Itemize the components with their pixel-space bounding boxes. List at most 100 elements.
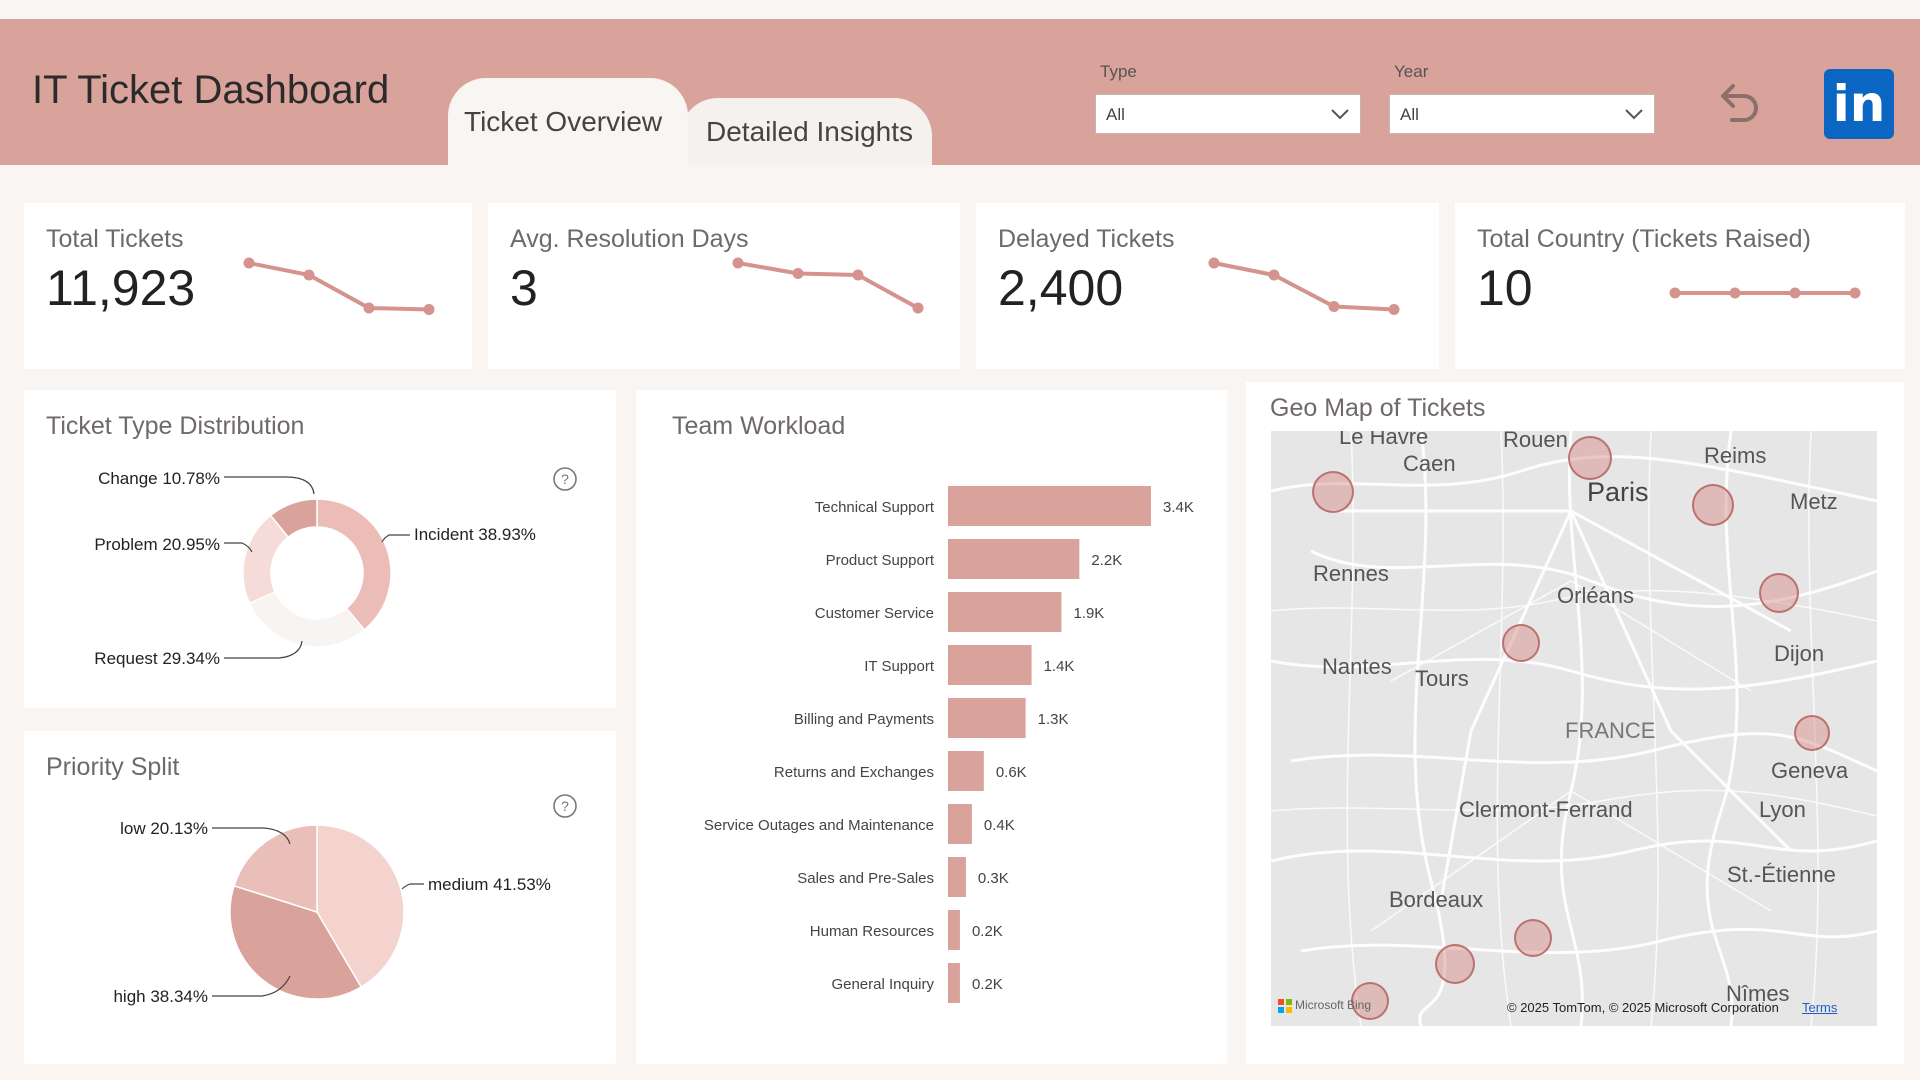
map-bubble[interactable] — [1502, 624, 1540, 662]
map-city-label: Caen — [1403, 451, 1456, 476]
map-terms-link[interactable]: Terms — [1802, 1000, 1838, 1015]
map-city-label: Reims — [1704, 443, 1767, 468]
map-city-label: Orléans — [1557, 583, 1635, 608]
tab-detailed-insights[interactable]: Detailed Insights — [680, 98, 932, 165]
sparkline-point — [423, 304, 435, 315]
map-bubble[interactable] — [1351, 982, 1389, 1020]
sparkline-point — [1328, 301, 1340, 312]
help-icon[interactable]: ? — [552, 466, 578, 492]
kpi-title: Total Country (Tickets Raised) — [1477, 225, 1811, 253]
svg-text:?: ? — [561, 471, 569, 487]
sparkline-point — [732, 257, 744, 269]
donut-label-change: Change 10.78% — [98, 469, 220, 488]
year-filter-value: All — [1400, 105, 1419, 124]
bar-category-label: Returns and Exchanges — [774, 764, 934, 781]
map-bubble[interactable] — [1794, 715, 1830, 751]
sparkline-point — [1849, 287, 1861, 299]
kpi-card-delayed-tickets: Delayed Tickets 2,400 — [976, 203, 1439, 369]
kpi-card-total-tickets: Total Tickets 11,923 — [24, 203, 472, 369]
map-city-label: Metz — [1790, 489, 1838, 514]
sparkline-point — [912, 302, 924, 314]
bar-value-label: 1.9K — [1073, 605, 1104, 622]
donut-slice[interactable] — [269, 498, 318, 539]
map-country-label: FRANCE — [1565, 718, 1656, 743]
geo-map[interactable]: Le Havre Rouen Caen Paris Reims Metz Ren… — [1271, 431, 1877, 1026]
map-city-label: Paris — [1587, 477, 1649, 507]
bar[interactable] — [948, 963, 960, 1003]
bar-category-label: Billing and Payments — [794, 711, 934, 728]
card-title: Geo Map of Tickets — [1270, 394, 1486, 422]
bar-value-label: 1.3K — [1038, 711, 1069, 728]
bar-value-label: 0.4K — [984, 817, 1015, 834]
undo-icon[interactable] — [1712, 78, 1764, 130]
sparkline-point — [1669, 287, 1681, 299]
map-city-label: Le Havre — [1339, 431, 1429, 449]
kpi-value: 11,923 — [46, 260, 196, 316]
pie-slice[interactable] — [229, 884, 363, 1000]
kpi-value: 3 — [510, 260, 538, 316]
donut-slice[interactable] — [316, 498, 392, 631]
card-title: Team Workload — [672, 412, 846, 440]
map-bubble[interactable] — [1692, 484, 1734, 526]
bar[interactable] — [948, 645, 1032, 685]
map-bubble[interactable] — [1514, 919, 1552, 957]
map-city-label: Geneva — [1771, 758, 1849, 783]
kpi-sparkline — [1208, 257, 1400, 315]
map-city-label: St.-Étienne — [1727, 862, 1836, 887]
bar[interactable] — [948, 804, 972, 844]
map-bubble[interactable] — [1435, 944, 1475, 984]
type-filter-select[interactable]: All — [1095, 94, 1361, 134]
map-bubble[interactable] — [1568, 436, 1612, 480]
help-icon[interactable]: ? — [552, 793, 578, 819]
ticket-type-card: Ticket Type Distribution Change 10.78% P… — [24, 390, 616, 708]
kpi-card-avg-resolution: Avg. Resolution Days 3 — [488, 203, 960, 369]
map-city-label: Nantes — [1322, 654, 1392, 679]
bar-value-label: 0.3K — [978, 870, 1009, 887]
kpi-sparkline — [732, 257, 924, 314]
tab-ticket-overview[interactable]: Ticket Overview — [448, 78, 688, 165]
sparkline-point — [363, 302, 375, 314]
sparkline-point — [243, 257, 255, 269]
map-city-label: Nîmes — [1726, 981, 1790, 1006]
pie-slice[interactable] — [316, 824, 405, 988]
chevron-down-icon — [1625, 109, 1643, 120]
bar[interactable] — [948, 539, 1080, 579]
bar[interactable] — [948, 910, 960, 950]
kpi-sparkline — [243, 257, 435, 315]
donut-slice[interactable] — [248, 590, 366, 648]
sparkline-point — [852, 269, 864, 281]
bar-category-label: Service Outages and Maintenance — [704, 817, 934, 834]
bar-value-label: 0.6K — [996, 764, 1027, 781]
bar[interactable] — [948, 857, 966, 897]
bar-category-label: IT Support — [864, 658, 935, 675]
sparkline-point — [1388, 304, 1400, 315]
map-city-label: Rennes — [1313, 561, 1389, 586]
map-city-label: Dijon — [1774, 641, 1825, 666]
linkedin-icon[interactable]: in — [1824, 69, 1894, 139]
sparkline-point — [792, 268, 804, 279]
bar[interactable] — [948, 592, 1062, 632]
bar-value-label: 1.4K — [1044, 658, 1075, 675]
pie-label-high: high 38.34% — [113, 987, 208, 1006]
map-provider-logo: Microsoft Bing — [1278, 998, 1371, 1013]
donut-label-incident: Incident 38.93% — [414, 525, 536, 544]
bar[interactable] — [948, 698, 1026, 738]
map-bubble[interactable] — [1312, 471, 1354, 513]
team-workload-bar-chart: Technical Support 3.4K Product Support 2.2K… — [704, 486, 1194, 1003]
kpi-title: Avg. Resolution Days — [510, 225, 749, 253]
sparkline-line — [737, 261, 919, 310]
card-title: Ticket Type Distribution — [46, 412, 305, 440]
bar-category-label: General Inquiry — [831, 976, 934, 993]
bar-category-label: Technical Support — [815, 499, 935, 516]
bar[interactable] — [948, 486, 1151, 526]
map-provider-text: Microsoft Bing — [1295, 998, 1372, 1012]
sparkline-point — [1789, 287, 1801, 299]
kpi-title: Total Tickets — [46, 225, 184, 253]
bar[interactable] — [948, 751, 984, 791]
year-filter-select[interactable]: All — [1389, 94, 1655, 134]
map-bubble[interactable] — [1759, 573, 1799, 613]
sparkline-line — [1213, 261, 1395, 312]
donut-label-problem: Problem 20.95% — [94, 535, 220, 554]
pie-slice[interactable] — [233, 824, 318, 914]
page-title: IT Ticket Dashboard — [32, 68, 390, 112]
